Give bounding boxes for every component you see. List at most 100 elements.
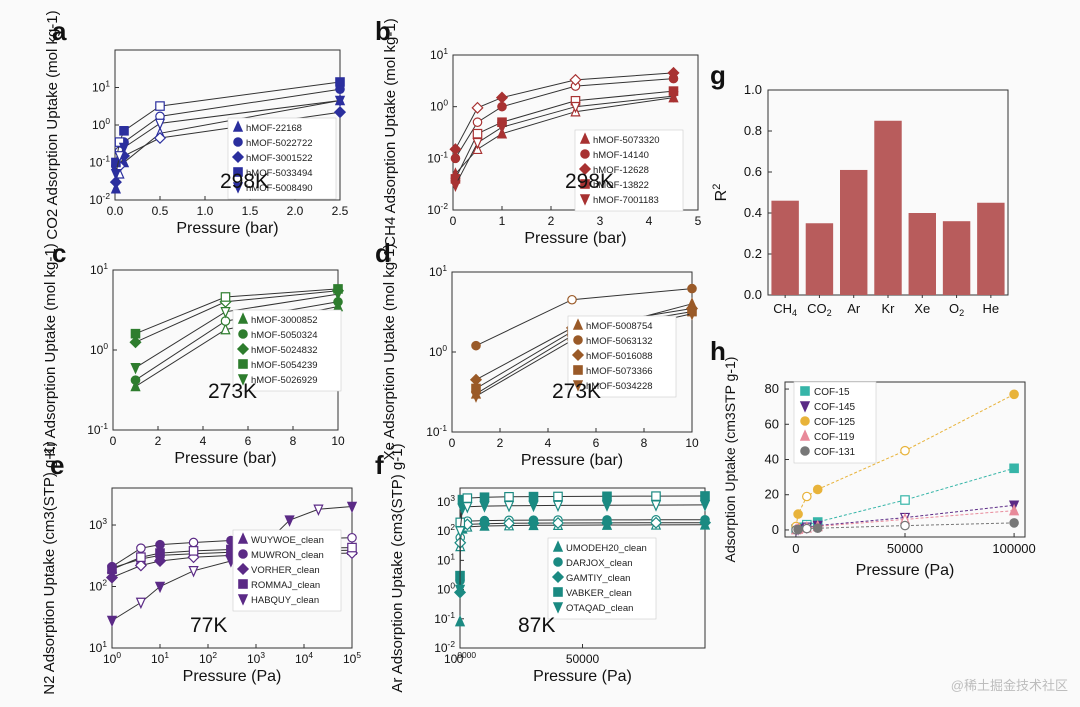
legend-label: hMOF-7001183 <box>593 195 659 206</box>
x-axis-label: Pressure (bar) <box>524 230 626 247</box>
data-point <box>698 516 712 529</box>
y-tick-label: 10-1 <box>434 610 455 626</box>
y-tick-label: 10-1 <box>426 423 447 439</box>
x-tick-label: 4 <box>646 214 653 228</box>
legend-marker <box>552 602 564 614</box>
legend-marker <box>580 149 590 159</box>
data-point <box>802 523 812 534</box>
y-tick-label: 102 <box>89 578 107 594</box>
x-tick-label: 0.5 <box>152 204 169 218</box>
data-point <box>651 491 661 501</box>
x-tick-label: 105 <box>343 650 361 666</box>
y-tick-label: 101 <box>89 639 107 655</box>
x-axis-label: Pressure (bar) <box>174 450 276 467</box>
legend-label: VABKER_clean <box>566 588 632 599</box>
x-axis-label: Pressure (bar) <box>521 452 623 469</box>
bar-CO2 <box>805 223 834 295</box>
x-tick-label: 0 <box>450 214 457 228</box>
legend-label: hMOF-5050324 <box>251 330 318 341</box>
data-point <box>528 500 539 513</box>
data-point <box>110 168 122 181</box>
data-point <box>503 500 515 513</box>
x-tick-label: 1.0 <box>197 204 214 218</box>
x-tick-label: 50000 <box>887 541 923 556</box>
data-point <box>188 546 199 556</box>
data-point <box>793 524 803 535</box>
data-point <box>450 180 461 193</box>
series-hMOF-5033494 <box>111 77 345 168</box>
legend-marker <box>799 429 811 441</box>
legend-box <box>232 529 342 612</box>
data-point <box>528 491 539 502</box>
legend-label: COF-15 <box>814 387 850 398</box>
y-tick-label: 100 <box>90 341 108 357</box>
y-axis-label: Ar Adsorption Uptake (cm3(STP) g-1) <box>389 443 406 692</box>
x-tick-label: 4 <box>200 434 207 448</box>
data-point <box>454 584 466 597</box>
legend-marker <box>573 335 583 345</box>
data-point <box>105 571 119 584</box>
x-tick-label: 0 <box>110 434 117 448</box>
y-tick-label: 60 <box>765 416 779 431</box>
data-point <box>472 137 483 150</box>
x-tick-label: 100000 <box>992 541 1035 556</box>
series-OTAQAD_clean <box>454 500 711 597</box>
data-point <box>1009 389 1019 400</box>
series-hMOF-5050324 <box>130 297 343 385</box>
legend-marker <box>238 579 248 589</box>
data-point <box>471 383 481 394</box>
data-point <box>900 445 910 456</box>
legend-box <box>574 129 684 212</box>
bar-Kr <box>874 120 902 295</box>
legend-label: hMOF-12628 <box>593 165 649 176</box>
legend-label: hMOF-5063132 <box>586 336 653 347</box>
data-point <box>472 128 483 139</box>
data-point <box>686 309 698 321</box>
data-point <box>650 500 662 512</box>
data-point <box>687 283 697 294</box>
panel-d: d 0 2 4 6 8 10 10-1 100 101 Pressure (bar) Xe Adsor… <box>375 238 699 469</box>
bar-Xe <box>908 213 936 295</box>
y-tick-label: 101 <box>437 551 455 567</box>
y-tick-label: 101 <box>430 46 448 62</box>
x-tick-label: 0 <box>457 652 464 666</box>
legend-marker <box>552 540 564 552</box>
legend-marker <box>579 194 591 206</box>
data-point <box>470 391 482 403</box>
panel-label: f <box>375 450 384 480</box>
legend-marker <box>237 312 249 324</box>
legend-marker <box>580 179 590 189</box>
legend-label: OTAQAD_clean <box>566 603 633 614</box>
legend-marker <box>237 532 249 544</box>
legend-marker <box>236 562 250 576</box>
x-axis-label: Pressure (Pa) <box>856 562 955 579</box>
series-hMOF-7001183 <box>450 91 679 193</box>
legend-marker <box>233 137 243 147</box>
legend-marker <box>800 386 810 396</box>
legend-marker <box>800 446 810 456</box>
y-tick-label: 10-2 <box>89 191 110 207</box>
data-point <box>155 539 165 550</box>
data-point <box>600 516 614 529</box>
series-hMOF-5008490 <box>110 95 346 181</box>
y-axis-label: Kr Adsorption Uptake (mol kg-1) <box>42 243 59 456</box>
data-point <box>812 484 823 495</box>
data-point <box>130 362 141 375</box>
x-tick-label: 1.5 <box>242 204 259 218</box>
data-point <box>649 516 663 529</box>
legend-marker <box>231 150 245 164</box>
data-point <box>335 77 345 87</box>
y-tick-label: 0.2 <box>744 246 762 261</box>
data-point <box>569 73 582 86</box>
data-point <box>130 328 141 339</box>
legend-label: hMOF-3000852 <box>251 315 318 326</box>
legend-label: hMOF-5034228 <box>586 381 653 392</box>
data-point <box>478 517 491 530</box>
series-COF-131 <box>791 518 1019 535</box>
data-point <box>462 502 473 514</box>
data-point <box>118 142 130 155</box>
legend: hMOF-22168 hMOF-5022722 hMOF-3001522 hMOF-5… <box>227 117 337 200</box>
